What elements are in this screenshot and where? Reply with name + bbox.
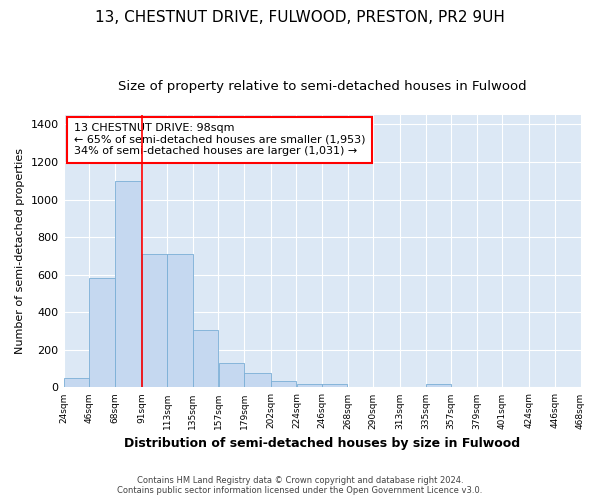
- Bar: [218, 363, 244, 388]
- Bar: [115, 181, 141, 388]
- Text: 13, CHESTNUT DRIVE, FULWOOD, PRESTON, PR2 9UH: 13, CHESTNUT DRIVE, FULWOOD, PRESTON, PR…: [95, 10, 505, 25]
- Title: Size of property relative to semi-detached houses in Fulwood: Size of property relative to semi-detach…: [118, 80, 526, 93]
- Bar: [64, 378, 89, 388]
- Bar: [193, 330, 218, 388]
- Bar: [322, 384, 347, 388]
- Y-axis label: Number of semi-detached properties: Number of semi-detached properties: [15, 148, 25, 354]
- Bar: [426, 384, 451, 388]
- Text: 13 CHESTNUT DRIVE: 98sqm
← 65% of semi-detached houses are smaller (1,953)
34% o: 13 CHESTNUT DRIVE: 98sqm ← 65% of semi-d…: [74, 123, 365, 156]
- Bar: [271, 381, 296, 388]
- Bar: [142, 254, 167, 388]
- Bar: [244, 374, 271, 388]
- Bar: [296, 384, 322, 388]
- Text: Contains HM Land Registry data © Crown copyright and database right 2024.
Contai: Contains HM Land Registry data © Crown c…: [118, 476, 482, 495]
- X-axis label: Distribution of semi-detached houses by size in Fulwood: Distribution of semi-detached houses by …: [124, 437, 520, 450]
- Bar: [167, 254, 193, 388]
- Bar: [89, 278, 115, 388]
